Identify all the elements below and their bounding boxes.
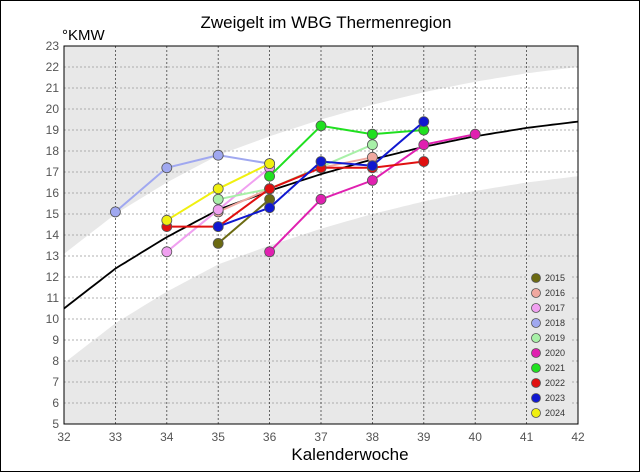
data-point — [315, 120, 327, 132]
series-2021 — [264, 120, 430, 182]
x-tick-label: 37 — [314, 430, 328, 444]
data-point — [469, 128, 481, 140]
series-2020 — [264, 128, 481, 258]
data-point — [315, 193, 327, 205]
data-point — [212, 221, 224, 233]
data-point — [366, 160, 378, 172]
x-tick-label: 40 — [469, 430, 483, 444]
chart-title: Zweigelt im WBG Thermenregion — [201, 13, 452, 32]
legend-marker — [531, 348, 541, 358]
data-point — [264, 158, 276, 170]
data-point — [161, 214, 173, 226]
x-tick-label: 38 — [366, 430, 380, 444]
y-tick-label: 13 — [46, 249, 60, 263]
y-tick-label: 23 — [46, 39, 60, 53]
data-point — [366, 139, 378, 151]
data-point — [264, 202, 276, 214]
y-tick-label: 17 — [46, 165, 60, 179]
data-point — [366, 174, 378, 186]
x-tick-label: 33 — [109, 430, 123, 444]
legend-marker — [531, 333, 541, 343]
legend-label: 2015 — [545, 273, 565, 283]
y-tick-label: 14 — [46, 228, 60, 242]
data-point — [212, 237, 224, 249]
plot-border — [63, 45, 579, 425]
legend-label: 2024 — [545, 408, 565, 418]
legend: 2015 2016 2017 2018 2019 2020 2021 2022 2023 2024 — [528, 268, 572, 418]
x-tick-label: 36 — [263, 430, 277, 444]
trend-line — [64, 120, 578, 310]
series-2023 — [212, 116, 430, 233]
y-tick-label: 5 — [52, 417, 59, 431]
data-point — [212, 193, 224, 205]
x-tick-label: 34 — [160, 430, 174, 444]
legend-label: 2022 — [545, 378, 565, 388]
y-axis-ticks: 5 6 7 8 9 10 11 12 13 14 15 16 17 18 19 20 21 22 23 — [46, 39, 60, 431]
legend-label: 2020 — [545, 348, 565, 358]
y-tick-label: 7 — [52, 375, 59, 389]
legend-label: 2018 — [545, 318, 565, 328]
data-point — [212, 149, 224, 161]
y-tick-label: 18 — [46, 144, 60, 158]
data-point — [161, 246, 173, 258]
data-series — [110, 116, 481, 258]
y-tick-label: 6 — [52, 396, 59, 410]
data-point — [110, 206, 121, 218]
y-tick-label: 20 — [46, 102, 60, 116]
x-tick-label: 42 — [571, 430, 585, 444]
y-tick-label: 19 — [46, 123, 60, 137]
y-tick-label: 11 — [47, 291, 60, 305]
series-line — [114, 154, 270, 213]
data-point — [264, 183, 276, 195]
data-point — [161, 162, 173, 174]
y-tick-label: 9 — [52, 333, 59, 347]
legend-marker — [531, 393, 541, 403]
legend-marker — [531, 378, 541, 388]
y-tick-label: 21 — [46, 81, 60, 95]
legend-marker — [531, 318, 541, 328]
legend-marker — [531, 273, 541, 283]
trend-curve — [64, 120, 578, 310]
data-point — [366, 128, 378, 140]
y-tick-label: 10 — [46, 312, 60, 326]
series-line — [166, 160, 424, 228]
data-point — [264, 246, 276, 258]
data-point — [418, 116, 430, 127]
data-point — [212, 204, 224, 216]
legend-label: 2023 — [545, 393, 565, 403]
legend-marker — [531, 408, 541, 418]
x-tick-label: 32 — [57, 430, 71, 444]
legend-marker — [531, 303, 541, 313]
legend-label: 2019 — [545, 333, 565, 343]
legend-label: 2016 — [545, 288, 565, 298]
legend-label: 2017 — [545, 303, 565, 313]
x-axis-label: Kalenderwoche — [291, 445, 408, 464]
legend-marker — [531, 363, 541, 373]
x-tick-label: 35 — [212, 430, 226, 444]
y-axis-label: °KMW — [62, 27, 105, 44]
x-tick-label: 39 — [417, 430, 431, 444]
legend-marker — [531, 288, 541, 298]
series-line — [217, 198, 271, 245]
y-tick-label: 15 — [46, 207, 60, 221]
series-2024 — [161, 158, 276, 226]
data-point — [418, 139, 430, 151]
series-line — [268, 124, 424, 177]
x-tick-label: 41 — [520, 430, 534, 444]
y-tick-label: 22 — [46, 60, 60, 74]
x-axis-ticks: 32 33 34 35 36 37 38 39 40 41 42 — [57, 430, 585, 444]
y-tick-label: 8 — [52, 354, 59, 368]
data-point — [212, 183, 224, 195]
legend-label: 2021 — [545, 363, 565, 373]
data-point — [315, 156, 327, 167]
data-point — [418, 156, 430, 167]
y-tick-label: 16 — [46, 186, 60, 200]
y-tick-label: 12 — [46, 270, 60, 284]
data-point — [264, 170, 276, 182]
series-2015 — [212, 193, 276, 249]
